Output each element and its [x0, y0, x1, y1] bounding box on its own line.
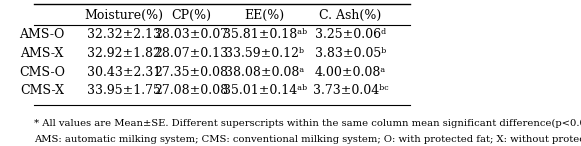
Text: C. Ash(%): C. Ash(%)	[320, 9, 382, 22]
Text: CP(%): CP(%)	[171, 9, 211, 22]
Text: 28.03±0.07: 28.03±0.07	[154, 28, 228, 41]
Text: 32.92±1.82: 32.92±1.82	[87, 47, 161, 60]
Text: AMS: automatic milking system; CMS: conventional milking system; O: with protect: AMS: automatic milking system; CMS: conv…	[34, 135, 581, 144]
Text: 27.08±0.08: 27.08±0.08	[154, 84, 228, 97]
Text: 35.01±0.14ᵃᵇ: 35.01±0.14ᵃᵇ	[223, 84, 307, 97]
Text: 32.32±2.13: 32.32±2.13	[87, 28, 161, 41]
Text: 3.83±0.05ᵇ: 3.83±0.05ᵇ	[315, 47, 386, 60]
Text: 4.00±0.08ᵃ: 4.00±0.08ᵃ	[315, 66, 386, 79]
Text: Moisture(%): Moisture(%)	[84, 9, 163, 22]
Text: 33.95±1.75: 33.95±1.75	[87, 84, 161, 97]
Text: 3.73±0.04ᵇᶜ: 3.73±0.04ᵇᶜ	[313, 84, 388, 97]
Text: 28.07±0.13: 28.07±0.13	[154, 47, 228, 60]
Text: AMS-X: AMS-X	[20, 47, 64, 60]
Text: CMS-X: CMS-X	[20, 84, 64, 97]
Text: * All values are Mean±SE. Different superscripts within the same column mean sig: * All values are Mean±SE. Different supe…	[34, 119, 581, 128]
Text: AMS-O: AMS-O	[20, 28, 65, 41]
Text: EE(%): EE(%)	[245, 9, 285, 22]
Text: 27.35±0.08: 27.35±0.08	[155, 66, 228, 79]
Text: 35.81±0.18ᵃᵇ: 35.81±0.18ᵃᵇ	[223, 28, 307, 41]
Text: CMS-O: CMS-O	[19, 66, 65, 79]
Text: 3.25±0.06ᵈ: 3.25±0.06ᵈ	[315, 28, 386, 41]
Text: 33.59±0.12ᵇ: 33.59±0.12ᵇ	[225, 47, 304, 60]
Text: 38.08±0.08ᵃ: 38.08±0.08ᵃ	[225, 66, 304, 79]
Text: 30.43±2.31: 30.43±2.31	[87, 66, 161, 79]
